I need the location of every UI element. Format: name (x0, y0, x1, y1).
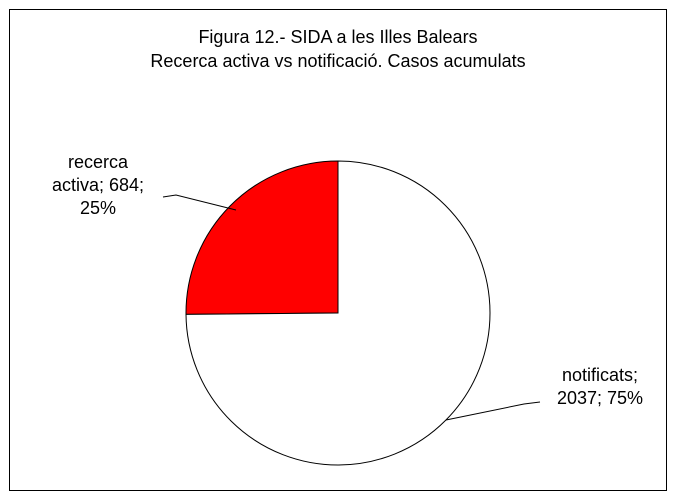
pie-slice (185, 160, 339, 315)
slice-label: 2037; 75% (557, 388, 643, 408)
chart-subtitle: Recerca activa vs notificació. Casos acu… (150, 51, 525, 71)
chart-title: Figura 12.- SIDA a les Illes Balears (198, 27, 477, 47)
slice-label: recerca (68, 152, 129, 172)
slice-label: activa; 684; (52, 175, 144, 195)
leader-line (162, 194, 237, 211)
slice-label: notificats; (562, 365, 638, 385)
leader-line (445, 401, 541, 421)
slice-label: 25% (80, 198, 116, 218)
pie-slice (185, 160, 491, 466)
